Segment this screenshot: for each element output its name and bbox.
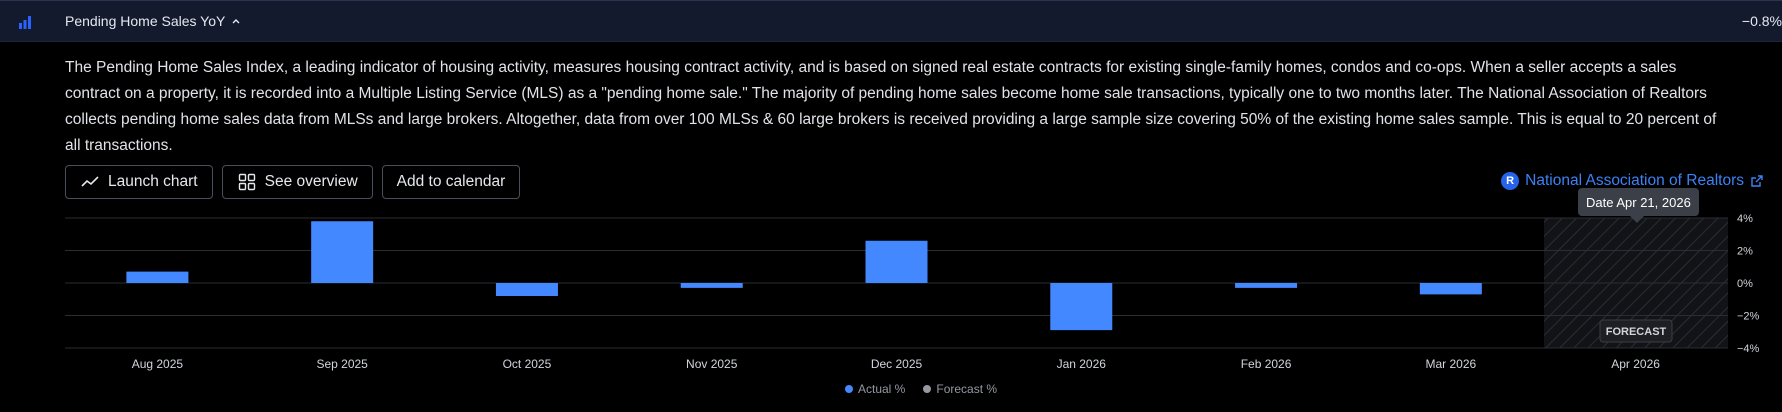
bar-dec-2025[interactable] [865,240,928,283]
source-link[interactable]: R National Association of Realtors [1501,172,1764,190]
chevron-up-icon [232,19,240,24]
source-logo: R [1501,172,1520,190]
x-tick-label: Aug 2025 [132,357,184,371]
x-tick-label: Jan 2026 [1057,357,1107,371]
forecast-badge: FORECAST [1599,319,1673,343]
launch-chart-button[interactable]: Launch chart [65,165,213,199]
tooltip-arrow [1630,216,1644,223]
bars [126,221,1482,331]
bar-feb-2026[interactable] [1235,283,1298,288]
x-tick-label: Sep 2025 [316,357,368,371]
bar-jan-2026[interactable] [1050,283,1113,331]
grid-icon [238,173,255,191]
x-tick-label: Apr 2026 [1611,357,1660,371]
legend-forecast-label: Forecast % [936,382,998,396]
indicator-header: Pending Home Sales YoY −0.8% [0,0,1782,42]
external-link-icon [1751,175,1763,187]
source-name: National Association of Realtors [1525,172,1744,189]
add-to-calendar-label: Add to calendar [396,173,506,190]
action-buttons: Launch chart See overview Add to calenda… [65,165,521,199]
legend-actual-dot [845,385,853,393]
forecast-badge-label: FORECAST [1606,326,1667,338]
indicator-description: The Pending Home Sales Index, a leading … [65,59,1717,154]
y-tick-label: −4% [1737,343,1760,355]
x-tick-label: Nov 2025 [686,357,738,371]
bar-nov-2025[interactable] [680,283,743,288]
pending-home-sales-chart: Aug 2025 Sep 2025 Oct 2025 Nov 2025 Dec 2025… [65,213,1760,371]
bar-oct-2025[interactable] [495,283,558,296]
y-tick-label: 4% [1737,213,1753,225]
legend-actual-label: Actual % [858,382,906,396]
indicator-value: −0.8% [1741,13,1782,29]
x-tick-label: Mar 2026 [1425,357,1476,371]
y-tick-label: −2% [1737,311,1760,323]
y-tick-label: 0% [1737,278,1753,290]
x-tick-label: Feb 2026 [1241,357,1292,371]
chart-legend: Actual % Forecast % [845,382,997,396]
x-tick-label: Dec 2025 [871,357,923,371]
see-overview-label: See overview [264,173,358,190]
see-overview-button[interactable]: See overview [221,165,373,199]
bar-chart-icon [19,16,31,29]
launch-chart-label: Launch chart [108,173,198,190]
bar-sep-2025[interactable] [311,221,374,283]
y-axis-labels: 4% 2% 0% −2% −4% [1737,213,1760,355]
x-axis-labels: Aug 2025 Sep 2025 Oct 2025 Nov 2025 Dec 2025… [132,357,1661,371]
indicator-title-toggle[interactable]: Pending Home Sales YoY [65,13,241,29]
add-to-calendar-button[interactable]: Add to calendar [381,165,521,199]
y-tick-label: 2% [1737,246,1753,258]
line-chart-icon [81,176,99,187]
indicator-title: Pending Home Sales YoY [65,13,226,29]
bar-mar-2026[interactable] [1419,283,1482,295]
x-tick-label: Oct 2025 [503,357,552,371]
bar-aug-2025[interactable] [126,271,189,283]
date-tooltip: Date Apr 21, 2026 [1578,188,1699,216]
legend-actual[interactable]: Actual % [845,382,905,396]
legend-forecast[interactable]: Forecast % [923,382,997,396]
legend-forecast-dot [923,385,932,393]
